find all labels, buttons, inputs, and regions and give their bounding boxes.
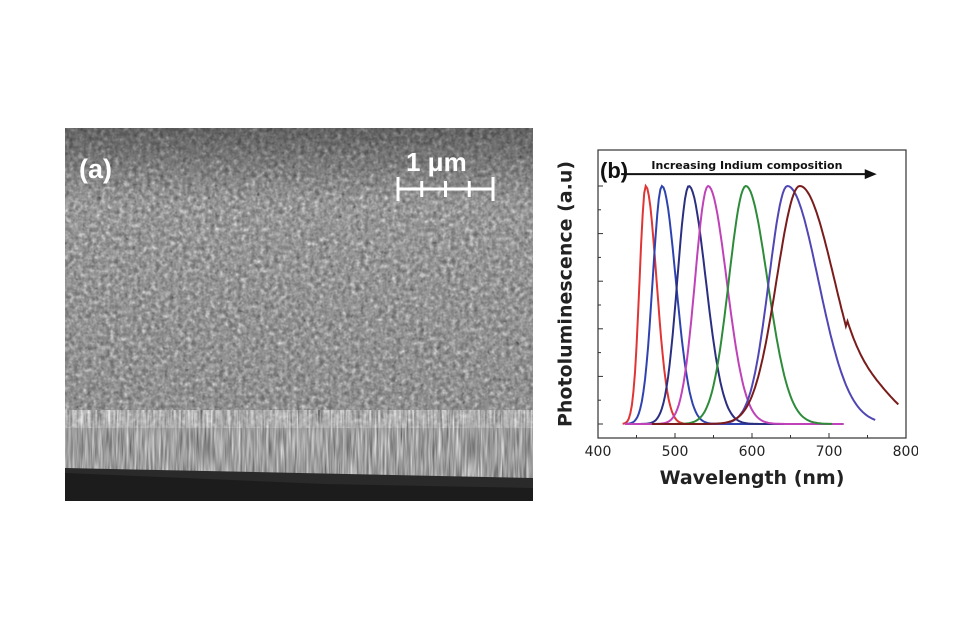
pl-chart-svg: 400 500 600 700 800 Increasing Indium compos… bbox=[555, 149, 919, 489]
x-tick-label: 800 bbox=[893, 444, 918, 460]
x-tick-label: 400 bbox=[585, 444, 612, 460]
x-tick-label: 600 bbox=[739, 444, 766, 460]
pl-spectra-chart: 400 500 600 700 800 Increasing Indium compos… bbox=[548, 138, 919, 498]
scale-bar-label: 1 μm bbox=[406, 147, 467, 177]
scale-bar: 1 μm bbox=[396, 147, 495, 201]
indium-arrow: Increasing Indium composition bbox=[621, 159, 877, 180]
series-line bbox=[651, 184, 900, 425]
series-line bbox=[651, 184, 876, 425]
arrow-label: Increasing Indium composition bbox=[651, 159, 842, 172]
x-tick-label: 700 bbox=[816, 444, 843, 460]
y-ticks bbox=[598, 185, 603, 425]
x-axis-title: Wavelength (nm) bbox=[660, 467, 845, 489]
sem-micrograph: (a) 1 μm bbox=[65, 128, 533, 501]
x-ticks: 400 500 600 700 800 bbox=[585, 433, 919, 460]
series-group bbox=[622, 183, 900, 425]
sem-image: (a) 1 μm bbox=[65, 128, 533, 501]
y-axis-title: Photoluminescence (a.u) bbox=[555, 161, 577, 427]
panel-b-label: (b) bbox=[600, 158, 628, 183]
x-tick-label: 500 bbox=[662, 444, 689, 460]
panel-a-label: (a) bbox=[79, 154, 112, 184]
arrow-head bbox=[864, 169, 877, 180]
